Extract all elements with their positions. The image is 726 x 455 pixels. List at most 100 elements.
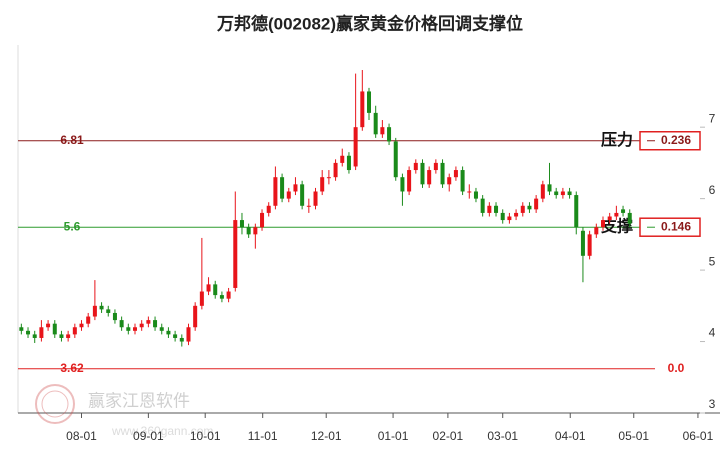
x-tick-label: 02-01 xyxy=(433,429,464,443)
candle-body xyxy=(333,162,338,178)
candle-body xyxy=(186,327,191,342)
candle-body xyxy=(547,184,552,192)
candle-body xyxy=(219,295,224,299)
candle-body xyxy=(514,212,519,217)
chart-title: 万邦德(002082)赢家黄金价格回调支撑位 xyxy=(216,13,523,33)
candle-body xyxy=(286,191,291,199)
x-tick-label: 01-01 xyxy=(378,429,409,443)
candle-body xyxy=(146,320,151,324)
candle-body xyxy=(614,212,619,217)
candle-body xyxy=(540,184,545,199)
candle-body xyxy=(453,170,458,178)
candle-body xyxy=(246,227,251,235)
candle-body xyxy=(627,212,632,224)
watermark-logo-inner xyxy=(41,390,69,418)
candle-body xyxy=(554,191,559,196)
candle-body xyxy=(473,191,478,199)
y-tick-label: 3 xyxy=(709,397,716,411)
candle-body xyxy=(387,127,392,142)
candle-body xyxy=(346,155,351,171)
candle-body xyxy=(494,205,499,213)
candle-body xyxy=(213,284,218,296)
candle-body xyxy=(280,177,285,199)
candle-body xyxy=(520,205,525,213)
candle-body xyxy=(139,323,144,328)
candle-body xyxy=(179,337,184,342)
y-tick-label: 4 xyxy=(709,326,716,340)
candle-body xyxy=(306,205,311,207)
candle-body xyxy=(260,212,265,228)
candle-body xyxy=(112,312,117,321)
candle-body xyxy=(407,170,412,192)
x-tick-label: 10-01 xyxy=(190,429,221,443)
candle-body xyxy=(166,330,171,335)
candle-body xyxy=(366,91,372,113)
candle-body xyxy=(253,227,258,235)
candle-body xyxy=(420,162,425,185)
candle-body xyxy=(273,177,278,206)
candle-body xyxy=(59,334,64,338)
candle-body xyxy=(507,216,512,221)
candle-body xyxy=(266,205,271,213)
candle-body xyxy=(326,177,331,179)
candle-body xyxy=(79,323,84,328)
candle-body xyxy=(99,305,104,310)
candle-body xyxy=(607,216,612,221)
candle-body xyxy=(567,191,572,196)
y-tick-label: 6 xyxy=(709,183,716,197)
candle-body xyxy=(46,323,51,328)
watermark-logo xyxy=(35,384,75,424)
plot: 3 4 5 6 7 08-01 09-01 10-01 11-01 12-01 01-01 02-01… xyxy=(18,70,716,443)
level-box xyxy=(639,131,701,151)
candle-body xyxy=(119,320,124,328)
candle-body xyxy=(293,184,298,192)
level-box xyxy=(639,217,701,237)
candle-body xyxy=(440,162,445,185)
candle-body xyxy=(487,205,492,213)
candle-body xyxy=(66,334,71,338)
y-tick-label: 7 xyxy=(709,111,716,125)
candle-body xyxy=(19,327,24,331)
candle-body xyxy=(587,234,592,256)
level-value-label: 5.6 xyxy=(64,219,81,233)
candle-body xyxy=(560,191,565,196)
candle-body xyxy=(360,91,365,128)
candle-body xyxy=(580,230,585,256)
candle-body xyxy=(447,177,452,185)
level-ratio: 0.0 xyxy=(668,361,685,375)
candle-body xyxy=(126,327,131,331)
candle-body xyxy=(300,184,305,206)
candle-body xyxy=(534,198,539,210)
candle-body xyxy=(26,330,31,335)
candle-body xyxy=(132,327,138,331)
candle-body xyxy=(460,170,465,192)
candle-body xyxy=(193,305,198,328)
candle-body xyxy=(373,112,378,135)
candle-body xyxy=(400,177,405,192)
candle-body xyxy=(106,309,111,313)
candle-body xyxy=(340,155,345,163)
candle-body xyxy=(574,195,579,228)
candle-body xyxy=(226,291,231,299)
candle-body xyxy=(233,220,238,288)
x-tick-label: 05-01 xyxy=(618,429,649,443)
candle-body xyxy=(480,198,485,213)
candle-body xyxy=(313,191,318,206)
x-tick-label: 11-01 xyxy=(248,429,278,443)
candle-body xyxy=(600,220,606,228)
watermark: 赢家江恩软件 www.360gann.com xyxy=(35,384,213,438)
candle-body xyxy=(159,327,164,331)
level-ratio: 0.146 xyxy=(661,219,691,233)
candle-body xyxy=(433,162,438,171)
x-tick-label: 09-01 xyxy=(133,429,164,443)
level-value-label: 3.62 xyxy=(60,361,84,375)
candle-body xyxy=(206,284,211,292)
candle-body xyxy=(621,209,626,213)
candle-body xyxy=(320,177,325,192)
candle-body xyxy=(52,323,57,335)
level-value-label: 6.81 xyxy=(60,133,84,147)
level-name: 压力 xyxy=(601,130,633,149)
candle-body xyxy=(153,320,158,328)
watermark-url: www.360gann.com xyxy=(111,424,213,438)
